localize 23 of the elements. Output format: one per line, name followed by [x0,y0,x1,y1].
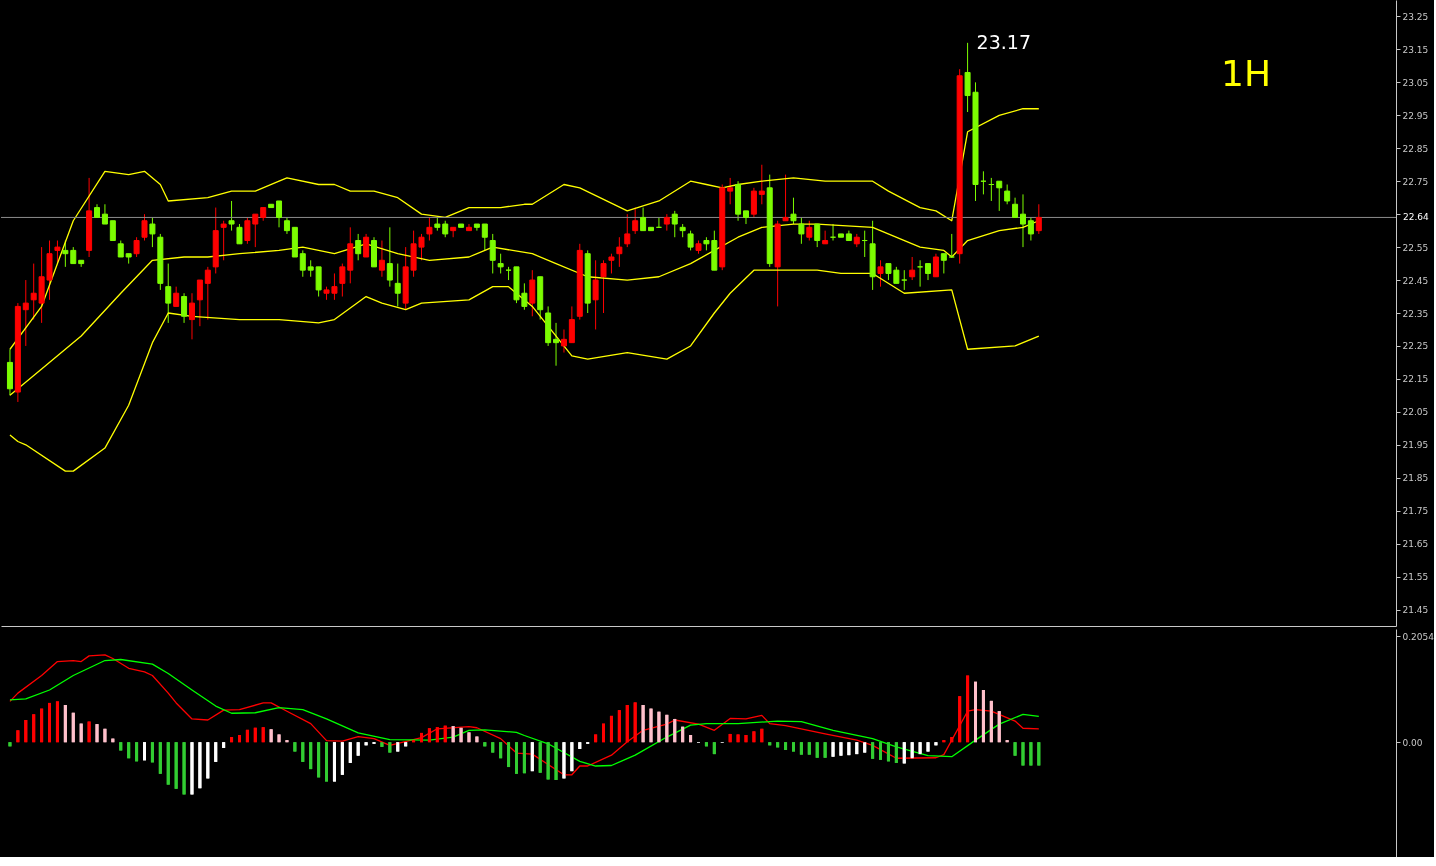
y-tick-label: 22.05 [1402,407,1429,418]
y-tick-label: 22.35 [1402,308,1429,319]
y-tick-label: 22.95 [1402,110,1429,121]
y-tick-label: 21.95 [1402,440,1429,451]
y-tick-label: 22.55 [1402,242,1429,253]
annotation: 1H [1221,53,1271,94]
y-tick-label: 0.2054 [1402,631,1435,642]
y-tick-label: 21.55 [1402,572,1429,583]
ref-line-label: 22.64 [1403,212,1430,223]
y-tick-label: 22.75 [1402,176,1429,187]
y-tick-label: 21.75 [1402,506,1429,517]
y-tick-label: 23.15 [1402,44,1429,55]
y-tick-label: 22.15 [1402,374,1429,385]
y-tick-label: 21.45 [1402,605,1429,616]
y-tick-label: 22.25 [1402,341,1429,352]
y-tick-label: 23.25 [1402,11,1429,22]
annotation: 23.17 [976,30,1031,53]
y-tick-label: 23.05 [1402,77,1429,88]
y-tick-label: 21.65 [1402,539,1429,550]
y-tick-label: 0.00 [1402,737,1423,748]
y-tick-label: 22.45 [1402,275,1429,286]
y-tick-label: 22.85 [1402,143,1429,154]
y-tick-label: 21.85 [1402,473,1429,484]
